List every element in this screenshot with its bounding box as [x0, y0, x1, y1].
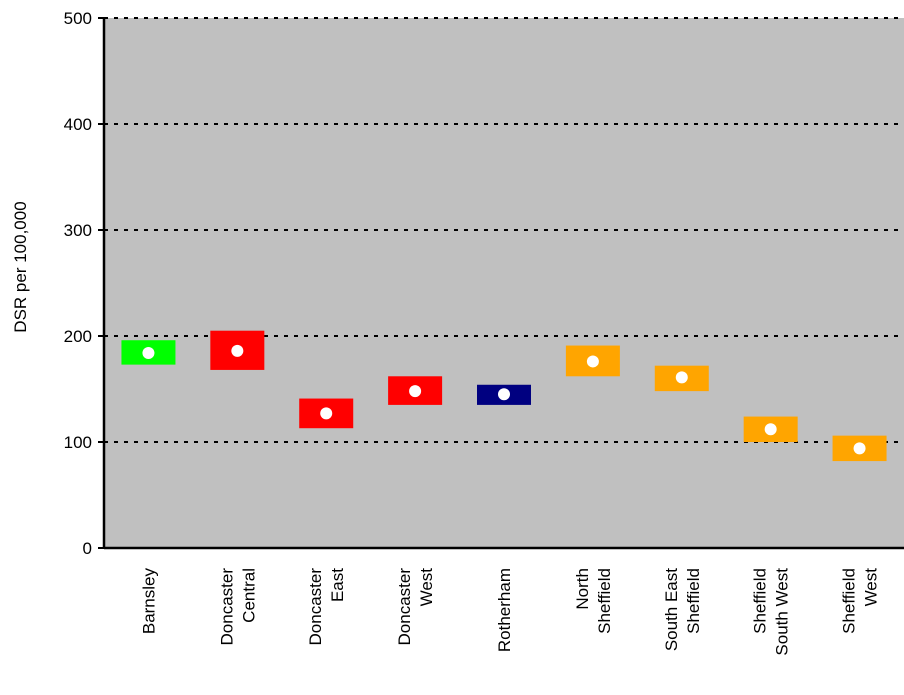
x-category-label: Rotherham — [495, 568, 514, 652]
x-category-label: South East Sheffield — [662, 568, 703, 651]
y-tick-label: 0 — [83, 539, 92, 558]
y-axis-title: DSR per 100,000 — [11, 201, 30, 332]
x-category-label-line: Central — [239, 568, 258, 623]
x-category-label: Doncaster Central — [217, 568, 258, 646]
x-category-label-line: Sheffield — [840, 568, 859, 634]
x-category-label-line: North — [573, 568, 592, 610]
x-category-label-line: West — [862, 568, 881, 607]
point-marker — [409, 385, 422, 398]
x-category-label-line: Doncaster — [306, 568, 325, 646]
point-marker — [142, 346, 155, 359]
x-category-labels: Barnsley Doncaster Central Doncaster East Don… — [139, 568, 880, 656]
x-category-label-line: Rotherham — [495, 568, 514, 652]
x-category-label: North Sheffield — [573, 568, 614, 634]
x-category-label-line: East — [328, 568, 347, 602]
point-marker — [853, 442, 866, 455]
x-category-label-line: Barnsley — [139, 568, 158, 635]
point-marker — [320, 407, 333, 420]
x-category-label-line: Sheffield — [751, 568, 770, 634]
data-points — [142, 344, 866, 455]
x-category-label: Sheffield South West — [751, 568, 792, 656]
y-tick-label: 400 — [64, 115, 92, 134]
x-category-label-line: Sheffield — [595, 568, 614, 634]
x-category-label-line: Doncaster — [217, 568, 236, 646]
y-tick-label: 100 — [64, 433, 92, 452]
point-marker — [498, 388, 510, 401]
x-category-label-line: South East — [662, 568, 681, 651]
plot-area — [104, 18, 904, 548]
x-category-label-line: Sheffield — [684, 568, 703, 634]
point-marker — [764, 423, 777, 436]
x-category-label: Doncaster East — [306, 568, 347, 646]
y-tick-label: 300 — [64, 221, 92, 240]
x-category-label-line: Doncaster — [395, 568, 414, 646]
x-category-label-line: West — [417, 568, 436, 607]
point-marker — [231, 344, 244, 357]
y-tick-label: 200 — [64, 327, 92, 346]
point-marker — [586, 355, 599, 368]
x-category-label: Doncaster West — [395, 568, 436, 646]
y-tick-label: 500 — [64, 9, 92, 28]
x-category-label: Sheffield West — [840, 568, 881, 634]
point-marker — [675, 371, 688, 384]
x-category-label: Barnsley — [139, 568, 158, 635]
y-tick-labels: 0 100 200 300 400 500 — [64, 9, 104, 558]
x-category-label-line: South West — [773, 568, 792, 656]
